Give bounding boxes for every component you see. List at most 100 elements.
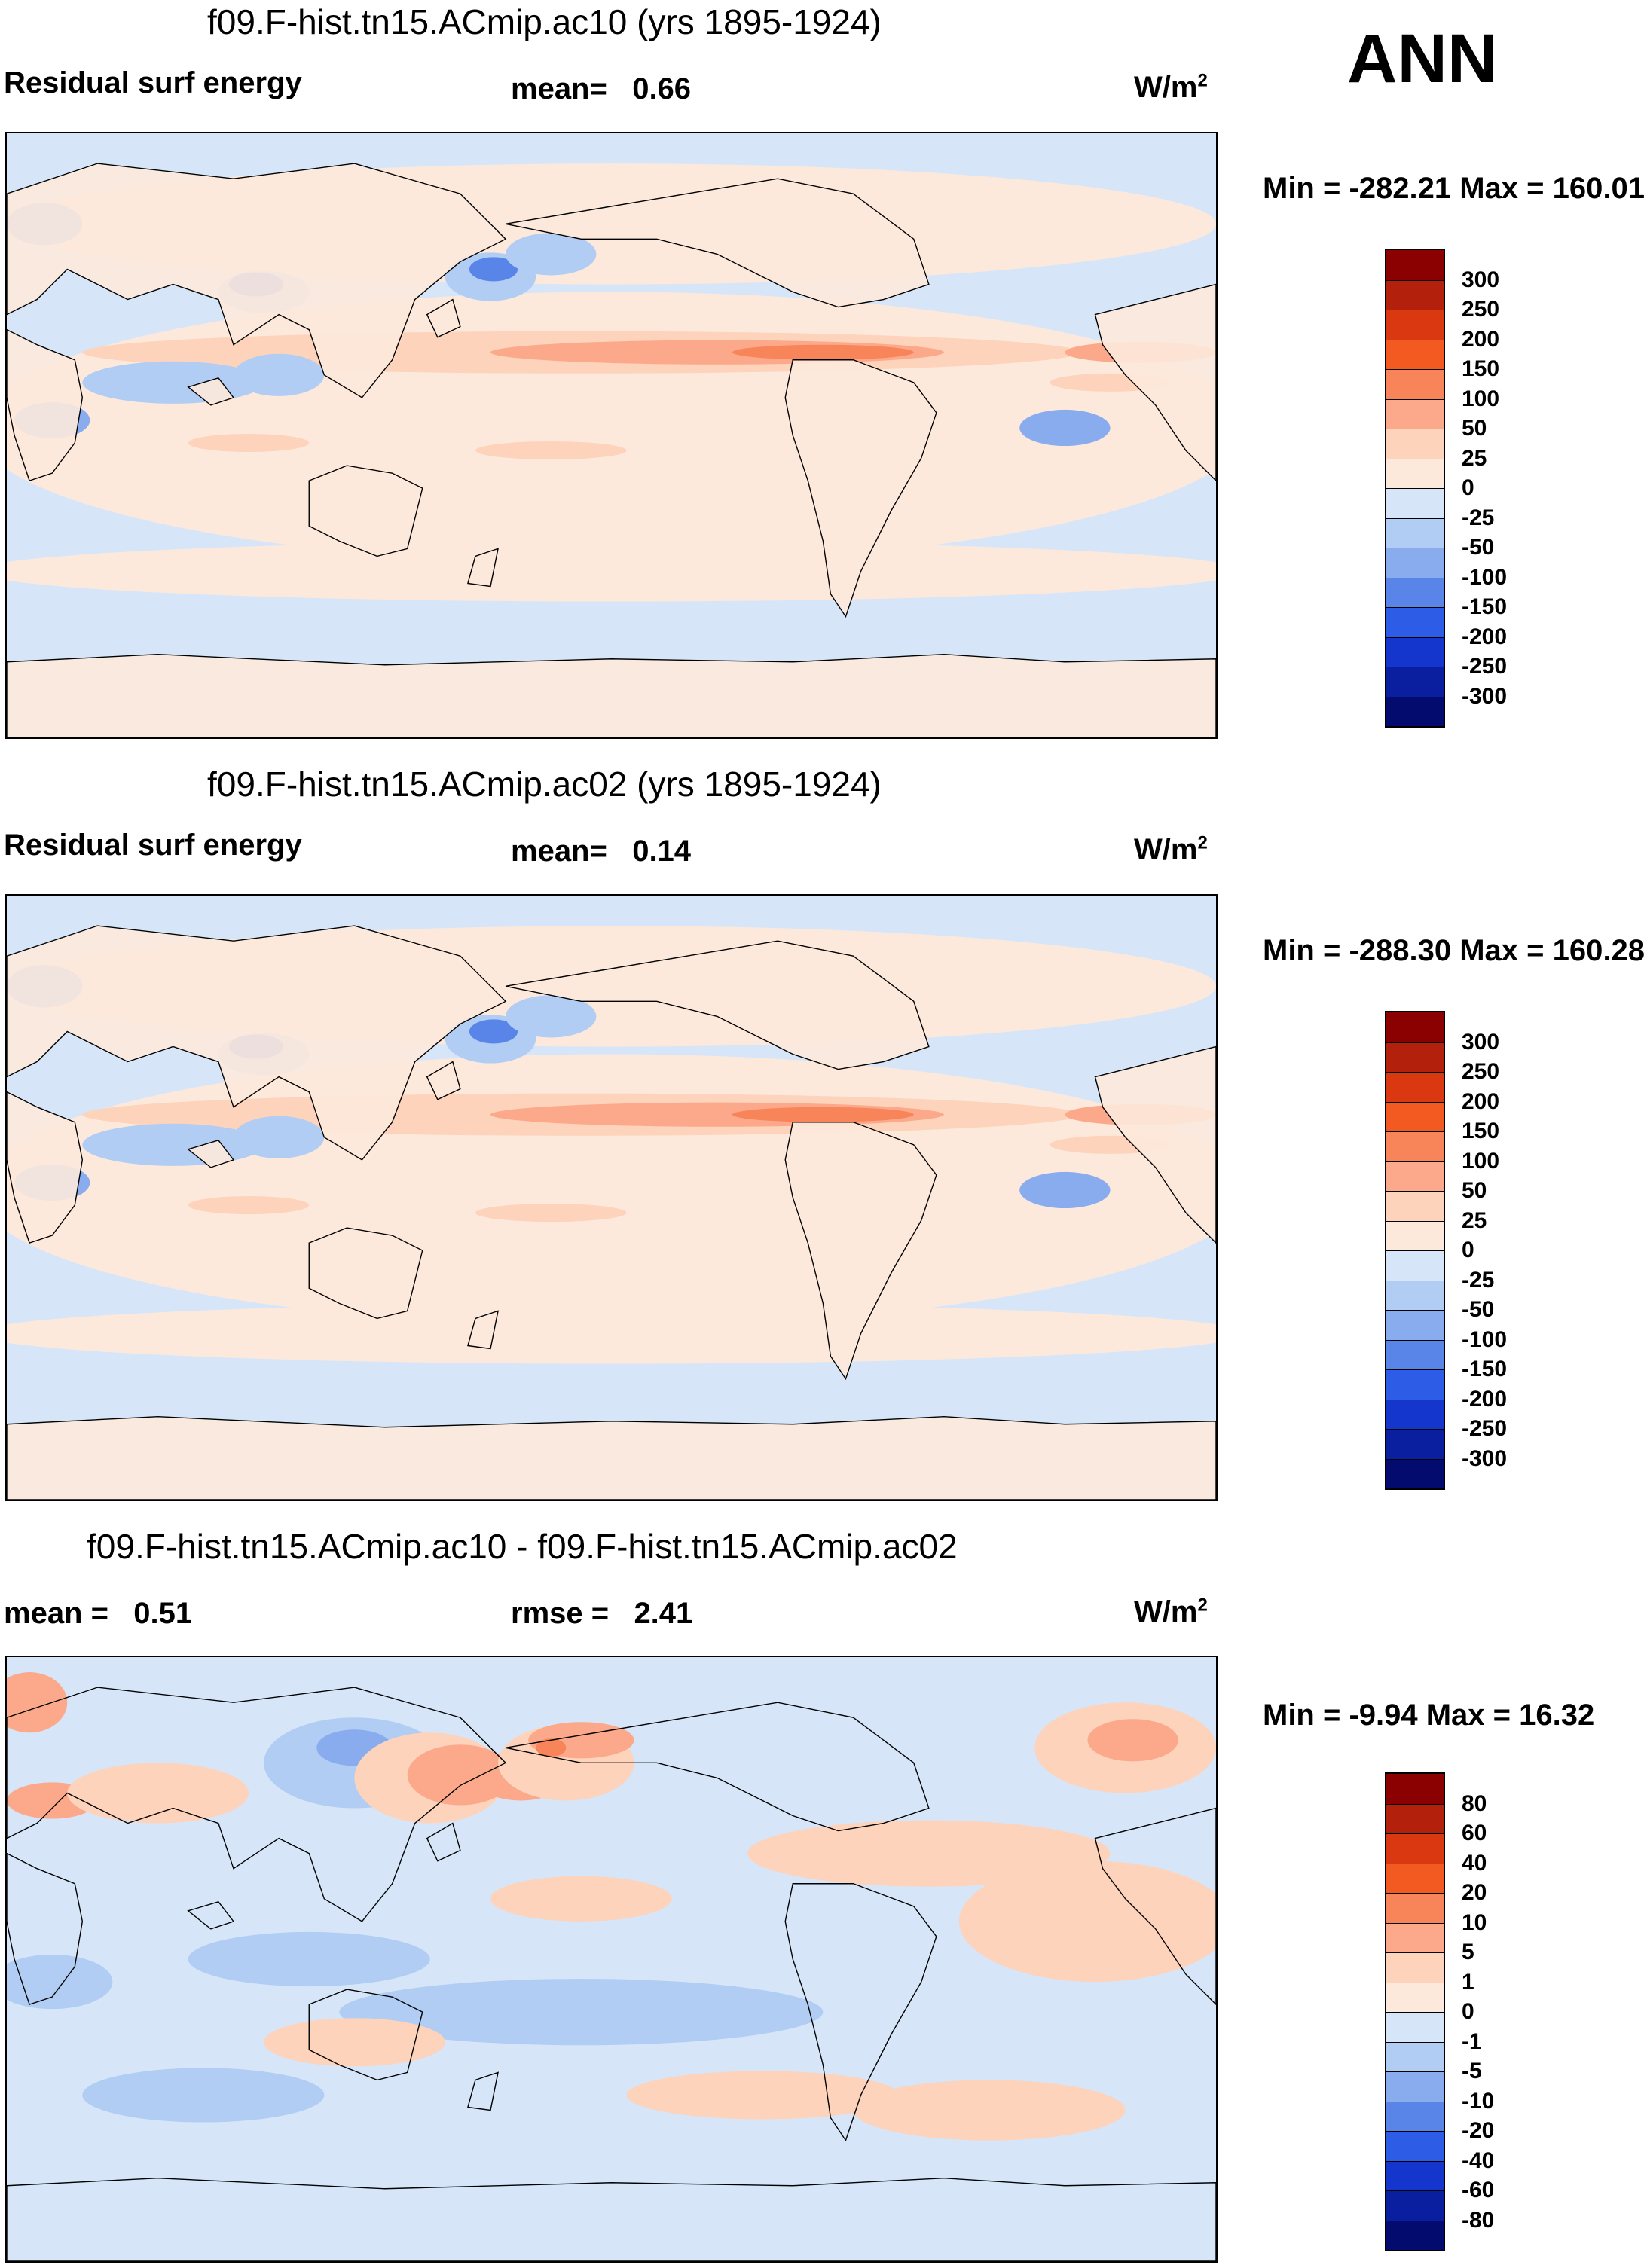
- field-contour: [7, 1954, 113, 2010]
- colorbar-swatch: [1386, 2101, 1444, 2131]
- colorbar-tick-label: 250: [1462, 1059, 1500, 1084]
- coastline: [506, 1702, 929, 1830]
- panel-3-units-base: W/m: [1134, 1595, 1198, 1629]
- colorbar-swatch: [1386, 1310, 1444, 1340]
- coastline: [309, 466, 422, 556]
- colorbar-swatch: [1386, 429, 1444, 459]
- colorbar-swatch: [1386, 2041, 1444, 2071]
- colorbar-swatch: [1386, 2131, 1444, 2161]
- colorbar-swatch: [1386, 1072, 1444, 1102]
- colorbar-swatch: [1386, 1803, 1444, 1833]
- field-contour: [506, 233, 597, 276]
- coastline: [7, 2178, 1216, 2261]
- colorbar-tick-label: 50: [1462, 1178, 1487, 1203]
- field-contour: [1019, 1171, 1111, 1209]
- field-contour: [475, 1204, 627, 1223]
- colorbar-tick-label: -5: [1462, 2059, 1482, 2083]
- coastline: [7, 655, 1216, 737]
- colorbar-tick-label: -250: [1462, 1416, 1508, 1441]
- field-contour: [1087, 1719, 1178, 1762]
- colorbar-swatch: [1386, 398, 1444, 429]
- colorbar-tick-label: -80: [1462, 2207, 1495, 2233]
- coastline: [468, 1311, 498, 1348]
- panel-2-title: f09.F-hist.tn15.ACmip.ac02 (yrs 1895-192…: [207, 765, 882, 804]
- panel-2-minmax: Min = -288.30 Max = 160.28: [1263, 934, 1644, 967]
- field-contour: [67, 1763, 249, 1824]
- colorbar-swatch: [1386, 1774, 1444, 1804]
- colorbar-tick-label: 5: [1462, 1940, 1474, 1964]
- colorbar-tick-label: -25: [1462, 1267, 1495, 1293]
- colorbar-swatch: [1386, 1922, 1444, 1952]
- colorbar-tick-label: 100: [1462, 386, 1500, 411]
- colorbar-swatch: [1386, 2160, 1444, 2190]
- field-contour: [475, 441, 627, 460]
- colorbar-tick-label: -300: [1462, 683, 1508, 709]
- colorbar-tick-label: -300: [1462, 1445, 1508, 1471]
- field-contour: [536, 1738, 567, 1757]
- field-contour: [469, 1019, 518, 1044]
- coastline: [309, 1989, 422, 2080]
- colorbar-swatch: [1386, 1833, 1444, 1864]
- colorbar-swatch: [1386, 458, 1444, 488]
- field-contour: [233, 1116, 325, 1158]
- field-contour: [188, 1195, 310, 1215]
- colorbar-swatch: [1386, 1893, 1444, 1923]
- panel-1-map: [5, 132, 1218, 739]
- coastline: [1095, 285, 1216, 481]
- map-field: [7, 1657, 1216, 2261]
- colorbar-swatch: [1386, 1012, 1444, 1042]
- panel-1-units: W/m2: [1134, 72, 1208, 102]
- panel-3-mean-label: mean = 0.51: [4, 1597, 193, 1630]
- colorbar-tick-label: 150: [1462, 356, 1500, 381]
- colorbar-swatch: [1386, 488, 1444, 518]
- colorbar-tick-label: 300: [1462, 1029, 1500, 1055]
- coastline: [785, 1122, 937, 1379]
- colorbar-swatch: [1386, 607, 1444, 637]
- field-contour: [469, 257, 518, 282]
- colorbar-swatch: [1386, 1161, 1444, 1191]
- colorbar-tick-label: -150: [1462, 594, 1508, 619]
- coastline: [1095, 1047, 1216, 1244]
- field-contour: [188, 1931, 430, 1987]
- coastline: [427, 1062, 460, 1100]
- field-contour: [853, 2080, 1126, 2141]
- field-contour: [506, 995, 597, 1038]
- coastline: [7, 1417, 1216, 1500]
- colorbar-tick-label: -150: [1462, 1357, 1508, 1381]
- field-contour: [7, 1672, 68, 1733]
- coastline: [188, 378, 234, 405]
- coastline: [7, 1687, 506, 1922]
- panel-1-mean-label: mean= 0.66: [511, 72, 692, 105]
- colorbar-tick-label: 40: [1462, 1850, 1487, 1876]
- field-contour: [82, 2068, 325, 2123]
- coastline: [427, 300, 460, 337]
- colorbar-tick-label: 300: [1462, 267, 1500, 292]
- coastline: [506, 179, 929, 307]
- colorbar-swatch: [1386, 1250, 1444, 1281]
- coastline: [468, 2072, 498, 2110]
- field-contour: [1019, 409, 1111, 447]
- colorbar-tick-label: 200: [1462, 326, 1500, 352]
- colorbar-tick-label: 80: [1462, 1790, 1487, 1816]
- colorbar-swatch: [1386, 1399, 1444, 1429]
- panel-3-title: f09.F-hist.tn15.ACmip.ac10 - f09.F-hist.…: [87, 1527, 958, 1566]
- colorbar-swatch: [1386, 310, 1444, 340]
- map-field: [7, 133, 1216, 737]
- colorbar-tick-label: 200: [1462, 1088, 1500, 1114]
- colorbar-swatch: [1386, 1863, 1444, 1893]
- colorbar-tick-label: 60: [1462, 1821, 1487, 1845]
- colorbar-tick-label: 50: [1462, 416, 1487, 441]
- colorbar-tick-label: -200: [1462, 624, 1508, 649]
- coastline: [1095, 1809, 1217, 2005]
- coastline: [506, 941, 929, 1069]
- field-contour: [490, 1876, 672, 1922]
- colorbar-tick-label: -50: [1462, 1297, 1495, 1322]
- coastline: [427, 1824, 460, 1861]
- panel-1-title: f09.F-hist.tn15.ACmip.ac10 (yrs 1895-192…: [207, 2, 882, 41]
- coastline: [309, 1228, 422, 1318]
- panel-3-minmax: Min = -9.94 Max = 16.32: [1263, 1699, 1595, 1732]
- coastline: [188, 1140, 234, 1168]
- colorbar-tick-label: 10: [1462, 1909, 1487, 1935]
- colorbar-tick-label: -100: [1462, 1326, 1508, 1352]
- coastline: [468, 548, 498, 586]
